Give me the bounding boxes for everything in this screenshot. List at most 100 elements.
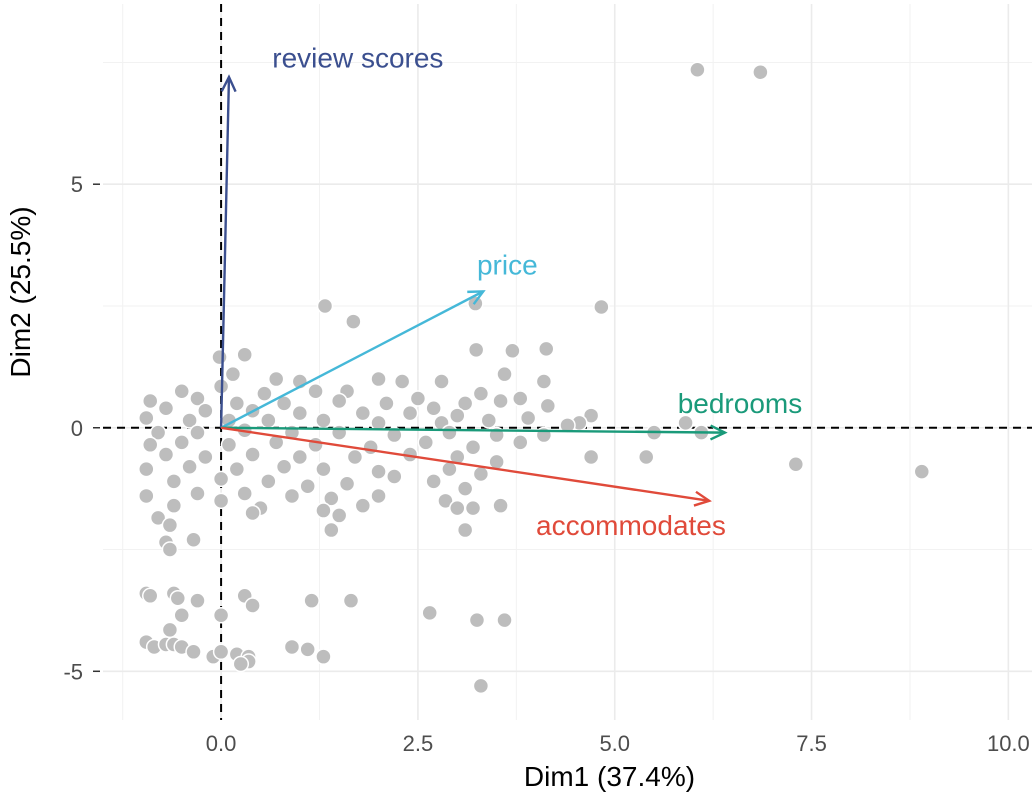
data-point xyxy=(496,365,513,383)
data-point xyxy=(236,346,253,363)
data-point xyxy=(504,342,521,360)
data-point xyxy=(472,465,490,483)
data-point xyxy=(582,407,600,424)
y-tick-label: 5 xyxy=(71,172,83,197)
data-point xyxy=(173,607,190,624)
data-point xyxy=(157,400,175,417)
data-point xyxy=(169,589,187,607)
vector-label: price xyxy=(477,249,538,280)
data-point xyxy=(232,655,250,673)
data-point xyxy=(173,434,190,451)
x-tick-label: 0.0 xyxy=(206,731,237,756)
vector-line xyxy=(220,426,710,503)
data-point xyxy=(291,448,309,466)
data-point xyxy=(323,490,340,507)
x-tick-label: 7.5 xyxy=(796,731,827,756)
data-point xyxy=(316,297,334,315)
data-point xyxy=(315,502,332,519)
data-point xyxy=(370,463,387,480)
x-tick-label: 10.0 xyxy=(987,731,1030,756)
data-point xyxy=(689,61,706,79)
data-point xyxy=(346,448,364,466)
data-point xyxy=(165,497,183,514)
vector-price: price xyxy=(220,249,538,429)
y-tick-label: -5 xyxy=(63,659,83,684)
data-point xyxy=(149,509,167,527)
data-point xyxy=(141,436,159,454)
data-point xyxy=(267,370,285,388)
data-point xyxy=(197,448,214,466)
data-point xyxy=(189,592,206,609)
data-point xyxy=(157,446,175,463)
y-tick-label: 0 xyxy=(71,416,83,441)
vector-accommodates: accommodates xyxy=(220,426,726,541)
data-point xyxy=(338,475,356,493)
data-point xyxy=(197,402,214,419)
data-point xyxy=(441,424,458,441)
data-point xyxy=(220,436,238,454)
data-point xyxy=(181,458,198,475)
data-point xyxy=(307,436,324,454)
data-point xyxy=(291,404,309,422)
data-point xyxy=(401,404,419,422)
data-point xyxy=(409,390,427,407)
data-point xyxy=(211,348,228,366)
data-point xyxy=(275,458,293,475)
data-point xyxy=(161,541,179,558)
vector-bedrooms: bedrooms xyxy=(221,388,802,441)
data-point xyxy=(370,370,387,388)
data-point xyxy=(433,373,450,390)
data-point xyxy=(212,607,230,624)
vector-line xyxy=(220,290,484,429)
data-point xyxy=(181,412,198,429)
data-point xyxy=(224,365,242,383)
data-point xyxy=(393,373,411,390)
data-point xyxy=(212,470,230,488)
data-point xyxy=(149,424,167,441)
y-axis-title: Dim2 (25.5%) xyxy=(5,206,36,377)
data-point xyxy=(386,426,403,444)
data-point xyxy=(752,63,769,81)
data-point xyxy=(307,382,324,400)
data-point xyxy=(342,592,360,609)
vector-line xyxy=(221,426,725,434)
data-point xyxy=(480,412,498,429)
data-point xyxy=(593,298,610,316)
variable-vectors: review scores price bedrooms accommodates xyxy=(219,42,802,541)
x-axis-ticks: 0.0 2.5 5.0 7.5 10.0 xyxy=(206,731,1030,756)
data-point xyxy=(468,611,486,629)
data-point xyxy=(299,641,316,658)
data-points xyxy=(138,61,931,695)
data-point xyxy=(244,446,261,463)
data-point xyxy=(323,521,340,539)
data-point xyxy=(421,604,438,622)
data-point xyxy=(138,409,155,427)
data-point xyxy=(467,341,485,359)
data-point xyxy=(913,463,931,480)
minor-gridlines xyxy=(103,4,1032,720)
data-point xyxy=(464,438,482,456)
data-point xyxy=(386,468,403,485)
data-point xyxy=(354,497,372,514)
data-point xyxy=(519,409,537,427)
y-axis-ticks: -5 0 5 xyxy=(63,172,100,684)
data-point xyxy=(138,460,155,478)
vector-review-scores: review scores xyxy=(219,42,443,428)
data-point xyxy=(315,648,332,665)
data-point xyxy=(492,497,509,514)
data-point xyxy=(472,677,490,695)
data-point xyxy=(582,448,600,466)
data-point xyxy=(464,499,482,517)
data-point xyxy=(456,480,474,497)
data-point xyxy=(425,473,442,490)
data-point xyxy=(345,313,362,330)
data-point xyxy=(370,487,387,505)
data-point xyxy=(677,414,694,432)
data-point xyxy=(141,392,159,410)
data-point xyxy=(228,395,246,412)
data-point xyxy=(330,392,348,410)
data-point xyxy=(212,643,230,661)
x-axis-title: Dim1 (37.4%) xyxy=(524,761,695,792)
data-point xyxy=(787,456,805,473)
